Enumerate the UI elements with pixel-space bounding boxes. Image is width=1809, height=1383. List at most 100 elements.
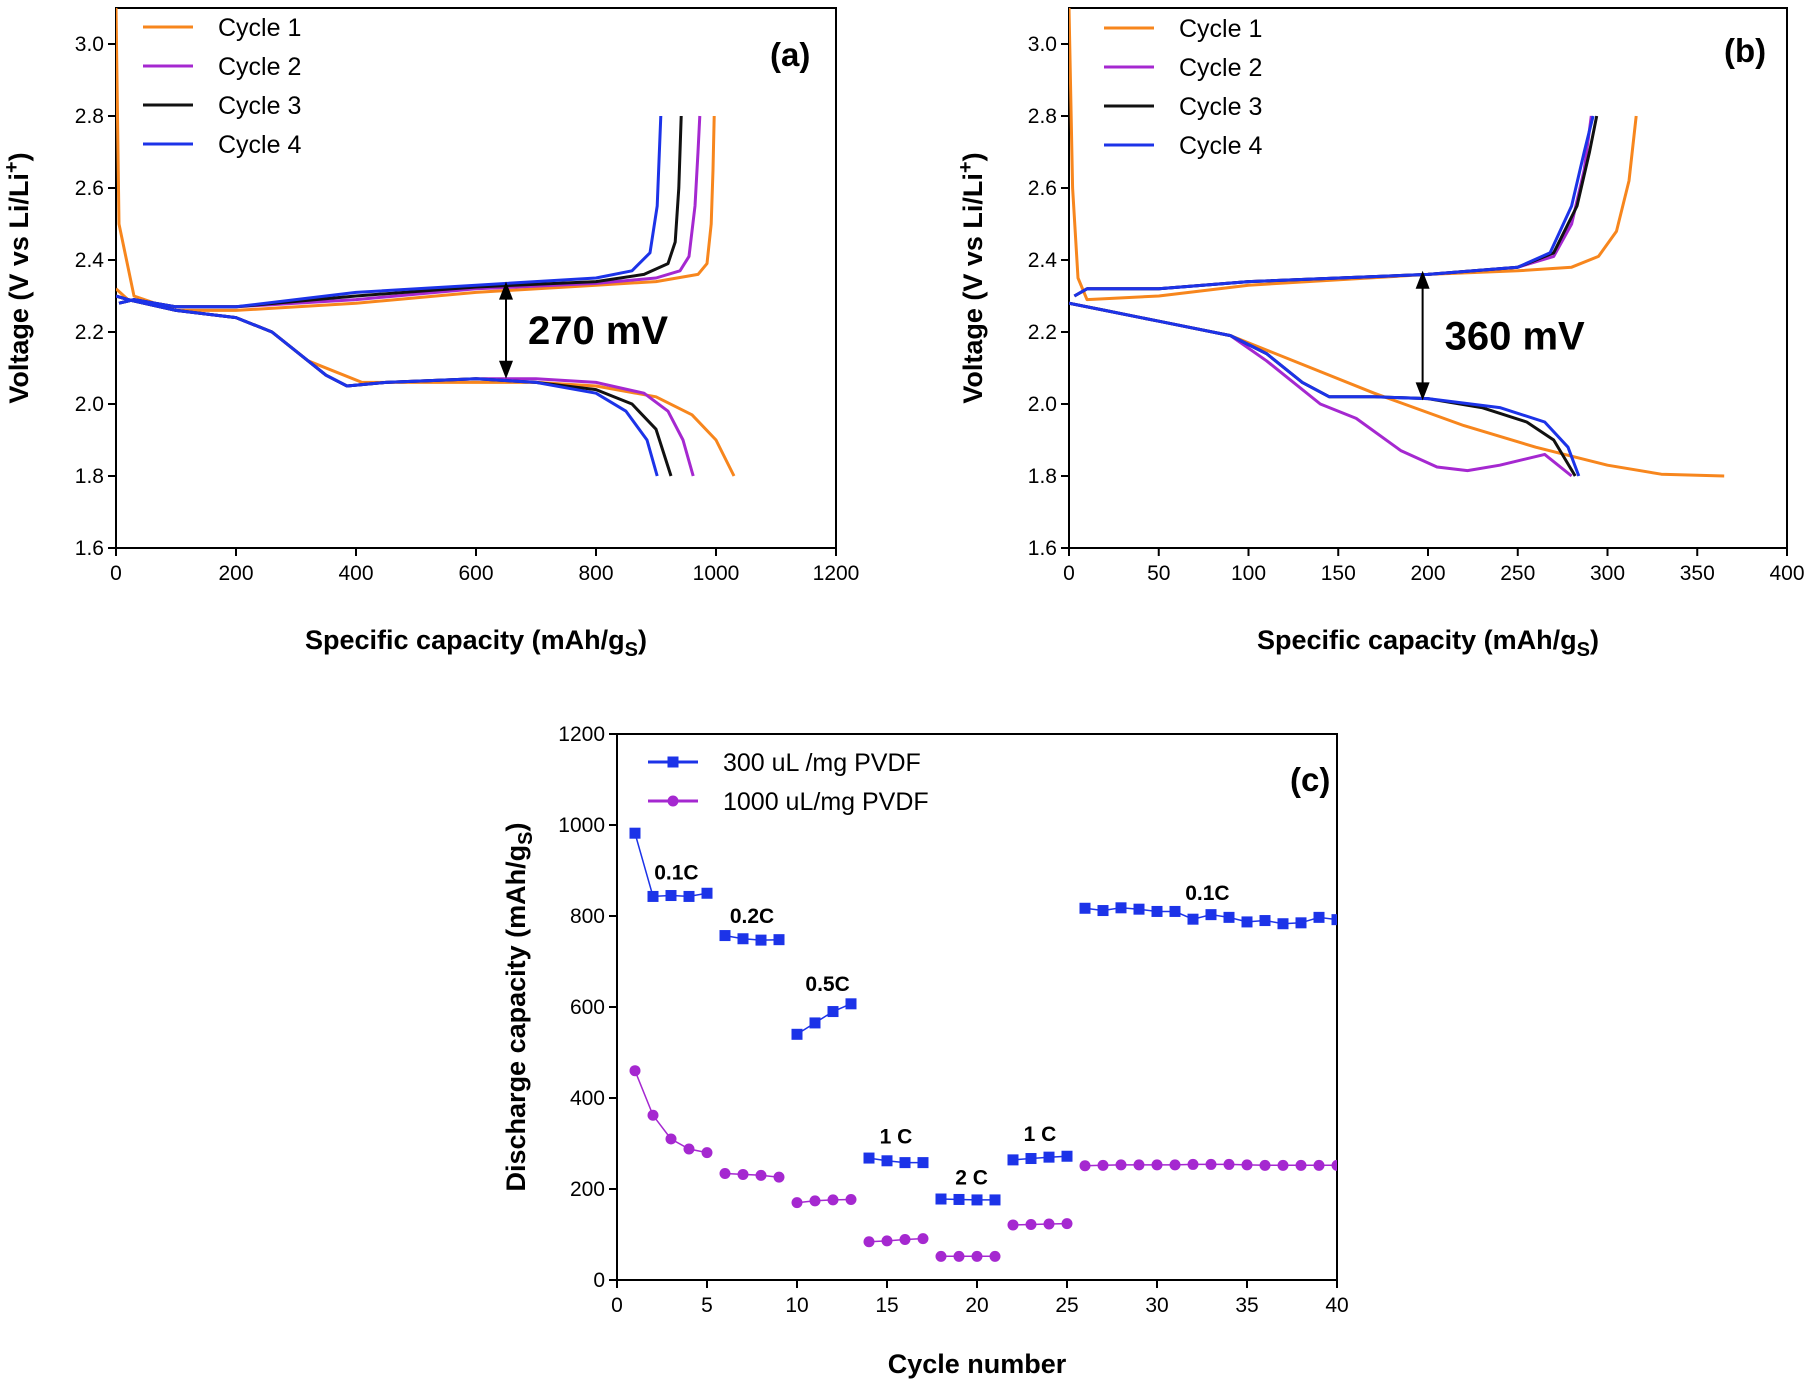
data-point-300-ul-mg-pvdf — [1151, 905, 1163, 917]
data-point-1000-ul-mg-pvdf — [809, 1195, 821, 1207]
x-tick-label: 200 — [1410, 562, 1445, 585]
x-tick-label: 1200 — [813, 562, 860, 585]
legend-label: 300 uL /mg PVDF — [723, 749, 921, 777]
data-point-1000-ul-mg-pvdf — [1133, 1159, 1145, 1171]
y-tick-label: 600 — [570, 996, 605, 1019]
y-tick-label: 1.8 — [75, 465, 104, 488]
series-cycle-4-charge-curve — [118, 115, 663, 309]
y-tick-label: 2.0 — [75, 393, 104, 416]
data-point-1000-ul-mg-pvdf — [1007, 1219, 1019, 1231]
data-point-1000-ul-mg-pvdf — [935, 1250, 947, 1262]
data-point-1000-ul-mg-pvdf — [1097, 1159, 1109, 1171]
x-tick-label: 600 — [458, 562, 493, 585]
data-point-300-ul-mg-pvdf — [827, 1006, 839, 1018]
data-point-300-ul-mg-pvdf — [845, 998, 857, 1010]
x-tick-label: 5 — [701, 1294, 713, 1317]
x-tick-label: 30 — [1145, 1294, 1168, 1317]
data-point-1000-ul-mg-pvdf — [863, 1236, 875, 1248]
legend-label: Cycle 3 — [1179, 93, 1262, 121]
annotation-text: 360 mV — [1445, 315, 1585, 359]
annotation-arrow-head-up — [499, 281, 513, 300]
data-point-300-ul-mg-pvdf — [1097, 905, 1109, 917]
x-tick-label: 150 — [1321, 562, 1356, 585]
y-tick-label: 2.2 — [1028, 321, 1057, 344]
panel-c: 0 5 10 15 20 25 30 35 40020040060080010001200Cyc… — [501, 723, 1349, 1379]
data-point-1000-ul-mg-pvdf — [827, 1194, 839, 1206]
y-tick-label: 400 — [570, 1087, 605, 1110]
data-point-300-ul-mg-pvdf — [1259, 915, 1271, 927]
x-tick-label: 35 — [1235, 1294, 1258, 1317]
data-point-1000-ul-mg-pvdf — [1061, 1218, 1073, 1230]
x-tick-label: 800 — [578, 562, 613, 585]
data-point-1000-ul-mg-pvdf — [647, 1109, 659, 1121]
rate-label: 0.2C — [730, 905, 774, 928]
data-point-300-ul-mg-pvdf — [701, 887, 713, 899]
data-point-1000-ul-mg-pvdf — [1241, 1159, 1253, 1171]
data-point-300-ul-mg-pvdf — [1277, 918, 1289, 930]
y-tick-label: 2.6 — [1028, 177, 1057, 200]
data-point-300-ul-mg-pvdf — [1169, 905, 1181, 917]
legend-label: Cycle 1 — [218, 14, 301, 42]
x-axis-title: Specific capacity (mAh/gS) — [305, 625, 647, 661]
data-point-300-ul-mg-pvdf — [971, 1194, 983, 1206]
data-point-300-ul-mg-pvdf — [1043, 1151, 1055, 1163]
data-point-300-ul-mg-pvdf — [629, 827, 641, 839]
x-tick-label: 15 — [875, 1294, 898, 1317]
y-tick-label: 3.0 — [75, 33, 104, 56]
series-cycle-4-discharge-curve — [116, 294, 659, 477]
data-point-1000-ul-mg-pvdf — [1259, 1159, 1271, 1171]
y-tick-label: 0 — [593, 1269, 605, 1292]
legend-marker — [667, 795, 679, 807]
x-tick-label: 20 — [965, 1294, 988, 1317]
data-point-1000-ul-mg-pvdf — [1277, 1159, 1289, 1171]
legend-label: Cycle 2 — [1179, 54, 1262, 82]
y-axis-title: Voltage (V vs Li/Li+) — [1, 152, 34, 403]
data-point-1000-ul-mg-pvdf — [845, 1193, 857, 1205]
legend-label: Cycle 4 — [218, 131, 301, 159]
x-tick-label: 25 — [1055, 1294, 1078, 1317]
y-tick-label: 2.2 — [75, 321, 104, 344]
data-point-300-ul-mg-pvdf — [935, 1193, 947, 1205]
data-point-1000-ul-mg-pvdf — [719, 1168, 731, 1180]
data-point-1000-ul-mg-pvdf — [971, 1250, 983, 1262]
data-point-1000-ul-mg-pvdf — [701, 1147, 713, 1159]
series-300-ul-mg-pvdf-line — [868, 1157, 923, 1164]
legend-label: 1000 uL/mg PVDF — [723, 788, 929, 816]
rate-label: 1 C — [880, 1126, 913, 1149]
y-tick-label: 1.6 — [1028, 537, 1057, 560]
legend-label: Cycle 1 — [1179, 15, 1262, 43]
data-point-300-ul-mg-pvdf — [683, 890, 695, 902]
rate-label: 0.1C — [654, 862, 698, 885]
y-tick-label: 1200 — [558, 723, 605, 746]
y-tick-label: 3.0 — [1028, 33, 1057, 56]
data-point-1000-ul-mg-pvdf — [1043, 1218, 1055, 1230]
series-cycle-4-discharge-curve — [1069, 301, 1581, 477]
data-point-300-ul-mg-pvdf — [953, 1193, 965, 1205]
data-point-1000-ul-mg-pvdf — [755, 1169, 767, 1181]
data-point-1000-ul-mg-pvdf — [1331, 1159, 1337, 1171]
x-tick-label: 350 — [1680, 562, 1715, 585]
data-point-300-ul-mg-pvdf — [737, 933, 749, 945]
data-point-300-ul-mg-pvdf — [647, 890, 659, 902]
data-point-1000-ul-mg-pvdf — [1079, 1160, 1091, 1172]
plot-area — [116, 8, 736, 477]
x-tick-label: 100 — [1231, 562, 1266, 585]
data-point-300-ul-mg-pvdf — [1079, 902, 1091, 914]
plot-frame — [1068, 7, 1788, 549]
annotation-arrow-head-up — [1415, 270, 1430, 289]
data-point-300-ul-mg-pvdf — [1115, 902, 1127, 914]
data-point-300-ul-mg-pvdf — [1241, 916, 1253, 928]
x-tick-label: 400 — [338, 562, 373, 585]
series-300-ul-mg-pvdf-line — [796, 1003, 852, 1035]
panel-label: (a) — [770, 36, 810, 73]
x-tick-label: 400 — [1769, 562, 1804, 585]
legend-label: Cycle 4 — [1179, 132, 1262, 160]
data-point-1000-ul-mg-pvdf — [1205, 1158, 1217, 1170]
data-point-300-ul-mg-pvdf — [1025, 1153, 1037, 1165]
y-tick-label: 1000 — [558, 814, 605, 837]
legend-marker — [667, 756, 679, 768]
data-point-1000-ul-mg-pvdf — [917, 1233, 929, 1245]
x-tick-label: 250 — [1500, 562, 1535, 585]
data-point-1000-ul-mg-pvdf — [953, 1250, 965, 1262]
